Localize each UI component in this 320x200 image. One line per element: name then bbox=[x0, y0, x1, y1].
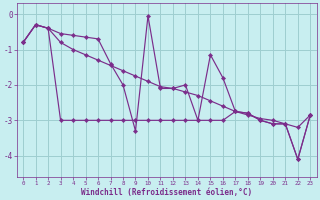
X-axis label: Windchill (Refroidissement éolien,°C): Windchill (Refroidissement éolien,°C) bbox=[81, 188, 252, 197]
